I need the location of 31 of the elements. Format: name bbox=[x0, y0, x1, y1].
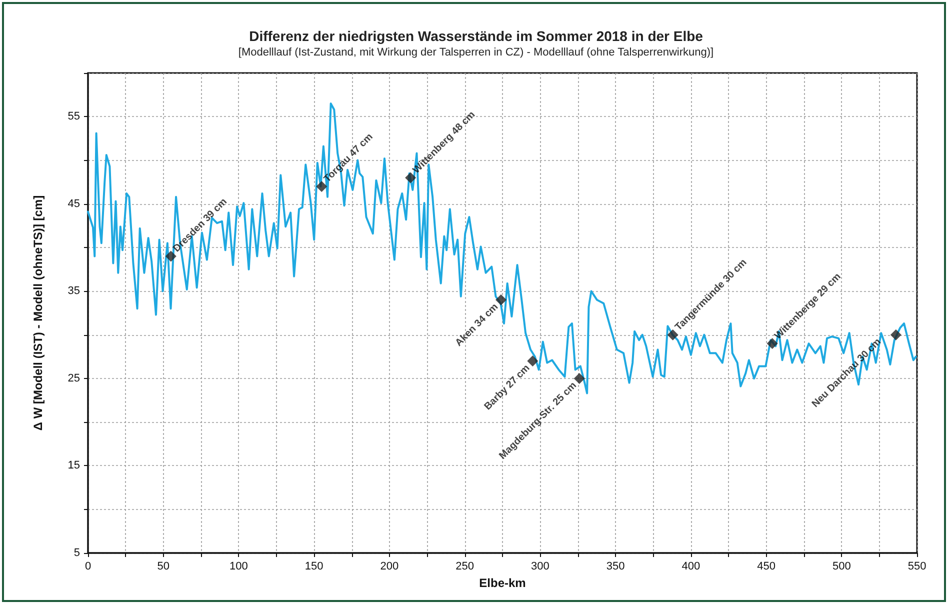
chart-subtitle: [Modelllauf (Ist-Zustand, mit Wirkung der Talsperren in CZ) - Modelllauf (ohne Talsperrenwirkung)] bbox=[238, 46, 714, 58]
y-tick-label: 15 bbox=[68, 460, 80, 472]
point bbox=[165, 250, 176, 262]
y-tick-label: 25 bbox=[68, 372, 80, 384]
point bbox=[527, 356, 538, 366]
point bbox=[890, 329, 902, 340]
point bbox=[667, 329, 678, 340]
x-tick-label: 400 bbox=[682, 560, 700, 572]
y-tick-label: 5 bbox=[74, 547, 80, 559]
x-tick-label: 150 bbox=[304, 560, 324, 572]
x-tick-label: 50 bbox=[157, 560, 170, 572]
y-tick-label: 35 bbox=[68, 285, 80, 298]
x-tick-label: 200 bbox=[380, 560, 399, 572]
x-tick-label: 0 bbox=[84, 560, 92, 572]
x-tick-label: 500 bbox=[832, 560, 851, 572]
x-tick-label: 550 bbox=[908, 560, 926, 572]
x-tick-label: 450 bbox=[757, 560, 776, 572]
point bbox=[405, 172, 416, 184]
x-tick-label: 350 bbox=[606, 560, 625, 572]
y-tick-label: 45 bbox=[68, 198, 80, 210]
point bbox=[316, 180, 328, 192]
point bbox=[574, 372, 585, 384]
x-axis-title: Elbe-km bbox=[479, 576, 526, 590]
x-tick-label: 300 bbox=[531, 560, 550, 572]
chart-title: Differenz der niedrigsten Wasserstände im Sommer 2018 in der Elbe bbox=[249, 28, 704, 44]
x-tick-label: 100 bbox=[230, 560, 248, 572]
y-tick-label: 55 bbox=[68, 110, 80, 123]
y-axis-title: Δ W [Modell (IST) - Modell (ohneTS)] [cm] bbox=[31, 195, 45, 431]
x-tick-label: 250 bbox=[456, 560, 474, 572]
point bbox=[495, 294, 506, 306]
point bbox=[766, 338, 778, 350]
